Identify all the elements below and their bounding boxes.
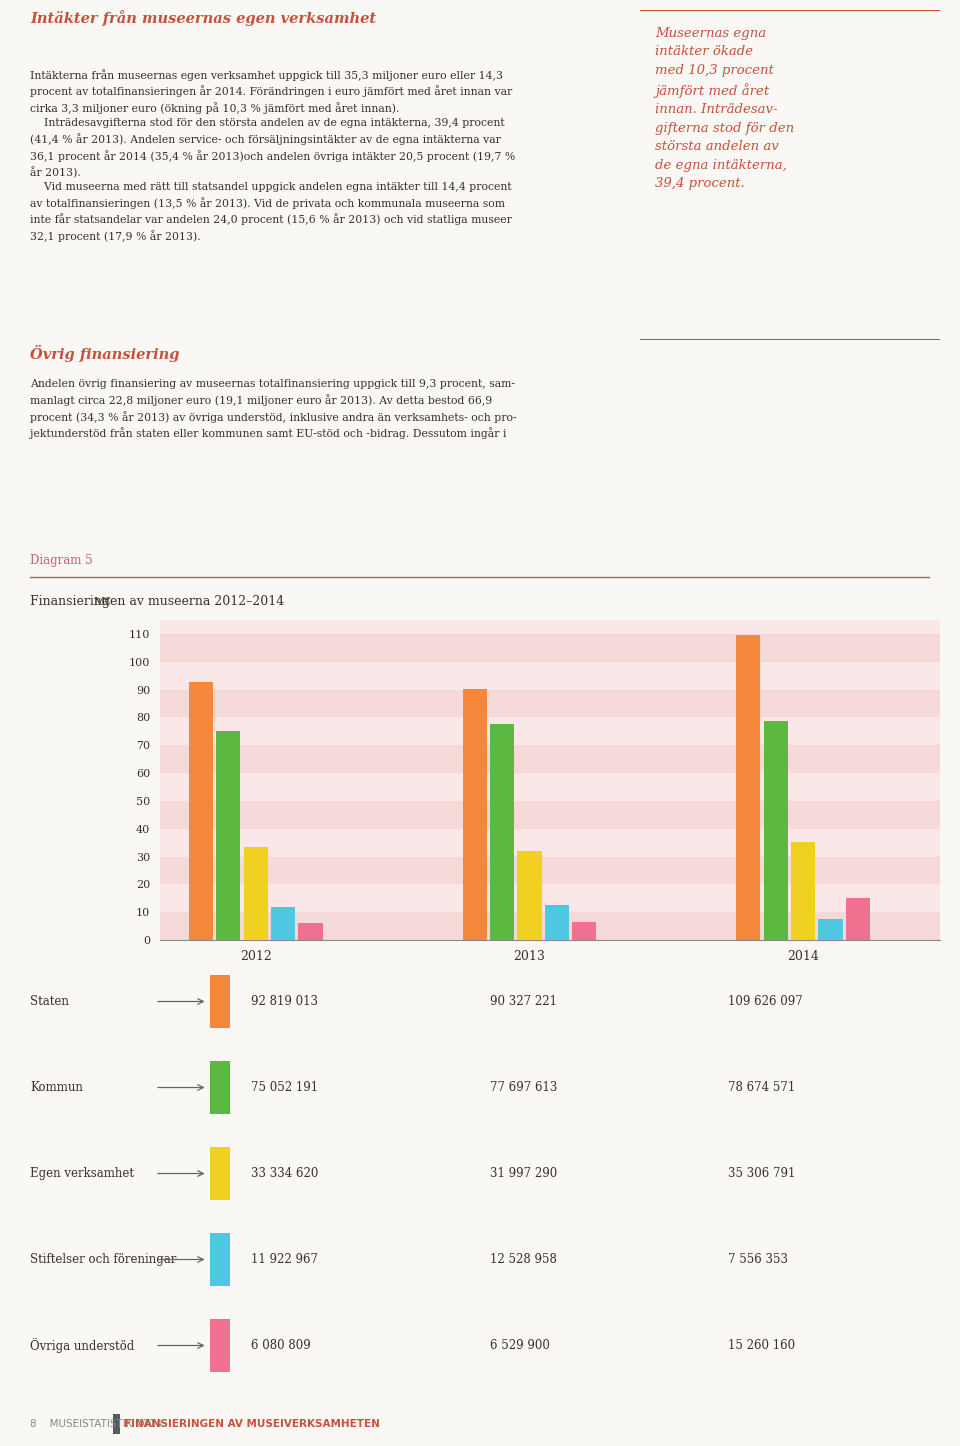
Bar: [160, 912, 940, 940]
Bar: [791, 842, 815, 940]
Bar: [160, 885, 940, 912]
Bar: [736, 635, 760, 940]
Text: 15 260 160: 15 260 160: [728, 1339, 795, 1352]
Text: 77 697 613: 77 697 613: [490, 1082, 557, 1095]
Bar: [160, 774, 940, 801]
Bar: [160, 829, 940, 856]
Text: FINANSIERINGEN AV MUSEIVERKSAMHETEN: FINANSIERINGEN AV MUSEIVERKSAMHETEN: [125, 1419, 380, 1429]
Text: 7 556 353: 7 556 353: [728, 1254, 788, 1267]
Text: 11 922 967: 11 922 967: [252, 1254, 319, 1267]
Bar: [819, 920, 843, 940]
Bar: [463, 688, 487, 940]
Bar: [544, 905, 569, 940]
Bar: [209, 975, 230, 1028]
Bar: [160, 856, 940, 885]
Text: Egen verksamhet: Egen verksamhet: [30, 1167, 134, 1180]
Text: 109 626 097: 109 626 097: [728, 995, 803, 1008]
Text: 6 529 900: 6 529 900: [490, 1339, 550, 1352]
Bar: [271, 907, 296, 940]
Text: Övrig finansiering: Övrig finansiering: [30, 346, 180, 362]
Text: 90 327 221: 90 327 221: [490, 995, 557, 1008]
Bar: [160, 690, 940, 717]
Bar: [216, 732, 240, 940]
Bar: [299, 923, 323, 940]
Text: Kommun: Kommun: [30, 1082, 83, 1095]
Bar: [209, 1061, 230, 1113]
Text: 78 674 571: 78 674 571: [728, 1082, 795, 1095]
Bar: [160, 745, 940, 774]
Text: Diagram 5: Diagram 5: [30, 554, 92, 567]
Bar: [244, 847, 268, 940]
Bar: [209, 1147, 230, 1200]
Text: 8    MUSEISTATISTIK 2014: 8 MUSEISTATISTIK 2014: [30, 1419, 162, 1429]
Text: 6 080 809: 6 080 809: [252, 1339, 311, 1352]
Text: Övriga understöd: Övriga understöd: [30, 1338, 134, 1353]
Text: 12 528 958: 12 528 958: [490, 1254, 557, 1267]
Bar: [572, 923, 596, 940]
Bar: [160, 633, 940, 662]
Bar: [160, 801, 940, 829]
Bar: [113, 1414, 120, 1433]
Text: 75 052 191: 75 052 191: [252, 1082, 319, 1095]
Text: Intäkter från museernas egen verksamhet: Intäkter från museernas egen verksamhet: [30, 10, 376, 26]
Text: 92 819 013: 92 819 013: [252, 995, 319, 1008]
Bar: [490, 724, 515, 940]
Text: 31 997 290: 31 997 290: [490, 1167, 557, 1180]
Bar: [160, 662, 940, 690]
Bar: [764, 722, 788, 940]
Text: Staten: Staten: [30, 995, 69, 1008]
Bar: [846, 898, 870, 940]
Text: Andelen övrig finansiering av museernas totalfinansiering uppgick till 9,3 proce: Andelen övrig finansiering av museernas …: [30, 379, 516, 440]
Text: Intäkterna från museernas egen verksamhet uppgick till 35,3 miljoner euro eller : Intäkterna från museernas egen verksamhe…: [30, 69, 516, 241]
Text: M€: M€: [94, 597, 112, 607]
Bar: [517, 850, 541, 940]
Bar: [209, 1233, 230, 1285]
Bar: [160, 717, 940, 745]
Bar: [209, 1319, 230, 1372]
Text: Stiftelser och föreningar: Stiftelser och föreningar: [30, 1254, 177, 1267]
Bar: [189, 681, 213, 940]
Text: Finansieringen av museerna 2012–2014: Finansieringen av museerna 2012–2014: [30, 594, 284, 607]
Text: Museernas egna
intäkter ökade
med 10,3 procent
jämfört med året
innan. Inträdesa: Museernas egna intäkter ökade med 10,3 p…: [655, 26, 794, 191]
Text: 33 334 620: 33 334 620: [252, 1167, 319, 1180]
Text: 35 306 791: 35 306 791: [728, 1167, 796, 1180]
